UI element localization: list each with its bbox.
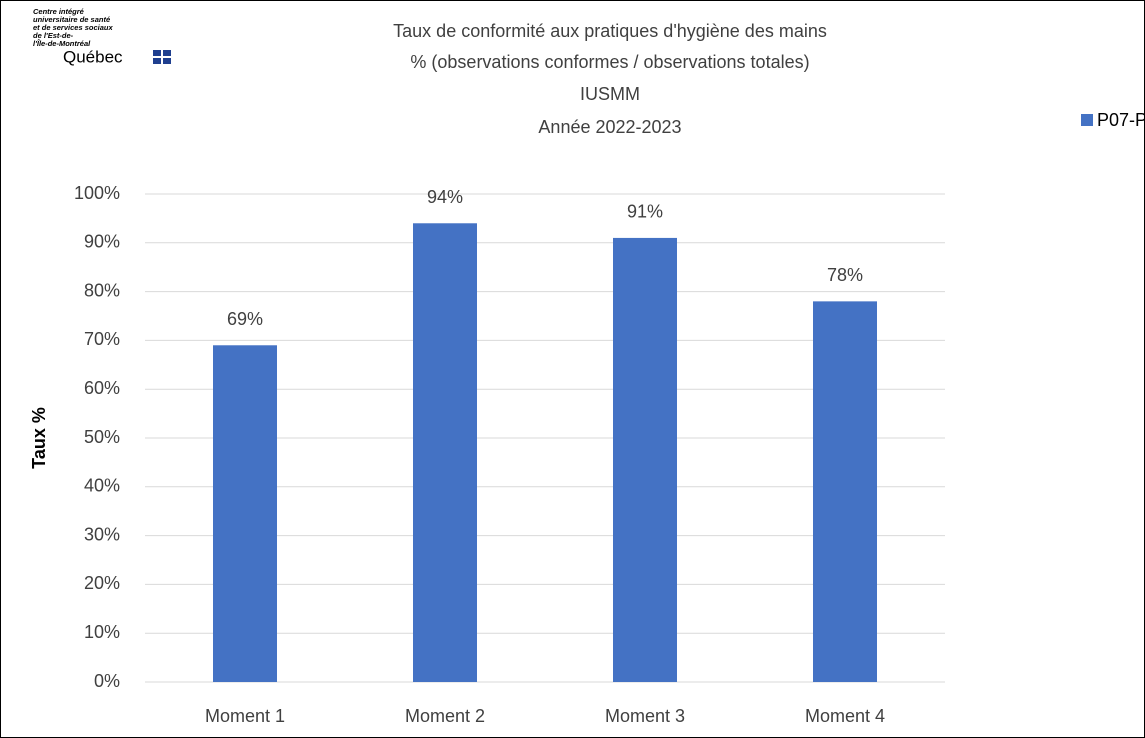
logo-line: l'Île-de-Montréal	[33, 39, 91, 48]
x-tick-label: Moment 1	[205, 706, 285, 726]
data-label: 91%	[627, 202, 663, 222]
bar	[813, 301, 877, 682]
chart-title: Année 2022-2023	[538, 117, 681, 137]
logo-line: de l'Est-de-	[33, 31, 74, 40]
logo-line: Centre intégré	[33, 7, 84, 16]
data-label: 69%	[227, 309, 263, 329]
y-tick-label: 50%	[84, 427, 120, 447]
legend-label: P07-P09	[1097, 110, 1145, 130]
legend-swatch	[1081, 114, 1093, 126]
chart-title: Taux de conformité aux pratiques d'hygiè…	[393, 21, 827, 41]
y-tick-label: 10%	[84, 622, 120, 642]
bar	[413, 223, 477, 682]
y-tick-label: 100%	[74, 183, 120, 203]
y-axis-label: Taux %	[29, 407, 49, 469]
x-tick-label: Moment 4	[805, 706, 885, 726]
y-tick-label: 80%	[84, 280, 120, 300]
y-tick-label: 90%	[84, 232, 120, 252]
chart-title: IUSMM	[580, 84, 640, 104]
bar	[613, 237, 677, 683]
chart-title: % (observations conformes / observations…	[410, 52, 809, 72]
y-tick-label: 20%	[84, 573, 120, 593]
y-tick-label: 0%	[94, 671, 120, 691]
y-tick-label: 60%	[84, 378, 120, 398]
y-tick-label: 70%	[84, 329, 120, 349]
logo-name: Québec	[63, 47, 123, 66]
y-tick-label: 30%	[84, 524, 120, 544]
y-tick-label: 40%	[84, 476, 120, 496]
logo-line: et de services sociaux	[33, 23, 113, 32]
logo-flag	[153, 50, 171, 64]
data-label: 78%	[827, 265, 863, 285]
x-tick-label: Moment 2	[405, 706, 485, 726]
bar	[213, 345, 277, 682]
x-tick-label: Moment 3	[605, 706, 685, 726]
logo-line: universitaire de santé	[33, 15, 110, 24]
data-label: 94%	[427, 187, 463, 207]
